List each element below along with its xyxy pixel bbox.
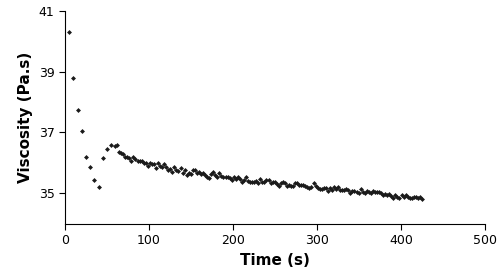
Y-axis label: Viscosity (Pa.s): Viscosity (Pa.s) xyxy=(18,52,33,183)
X-axis label: Time (s): Time (s) xyxy=(240,253,310,267)
